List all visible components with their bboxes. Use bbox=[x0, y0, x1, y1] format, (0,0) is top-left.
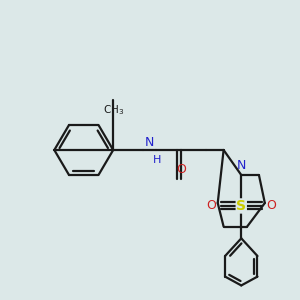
Text: N: N bbox=[237, 159, 246, 172]
Text: H: H bbox=[153, 155, 161, 165]
Text: O: O bbox=[206, 200, 216, 212]
Text: O: O bbox=[177, 164, 186, 176]
Text: CH$_3$: CH$_3$ bbox=[103, 103, 124, 117]
Text: S: S bbox=[236, 199, 246, 213]
Text: O: O bbox=[266, 200, 276, 212]
Text: N: N bbox=[145, 136, 154, 148]
